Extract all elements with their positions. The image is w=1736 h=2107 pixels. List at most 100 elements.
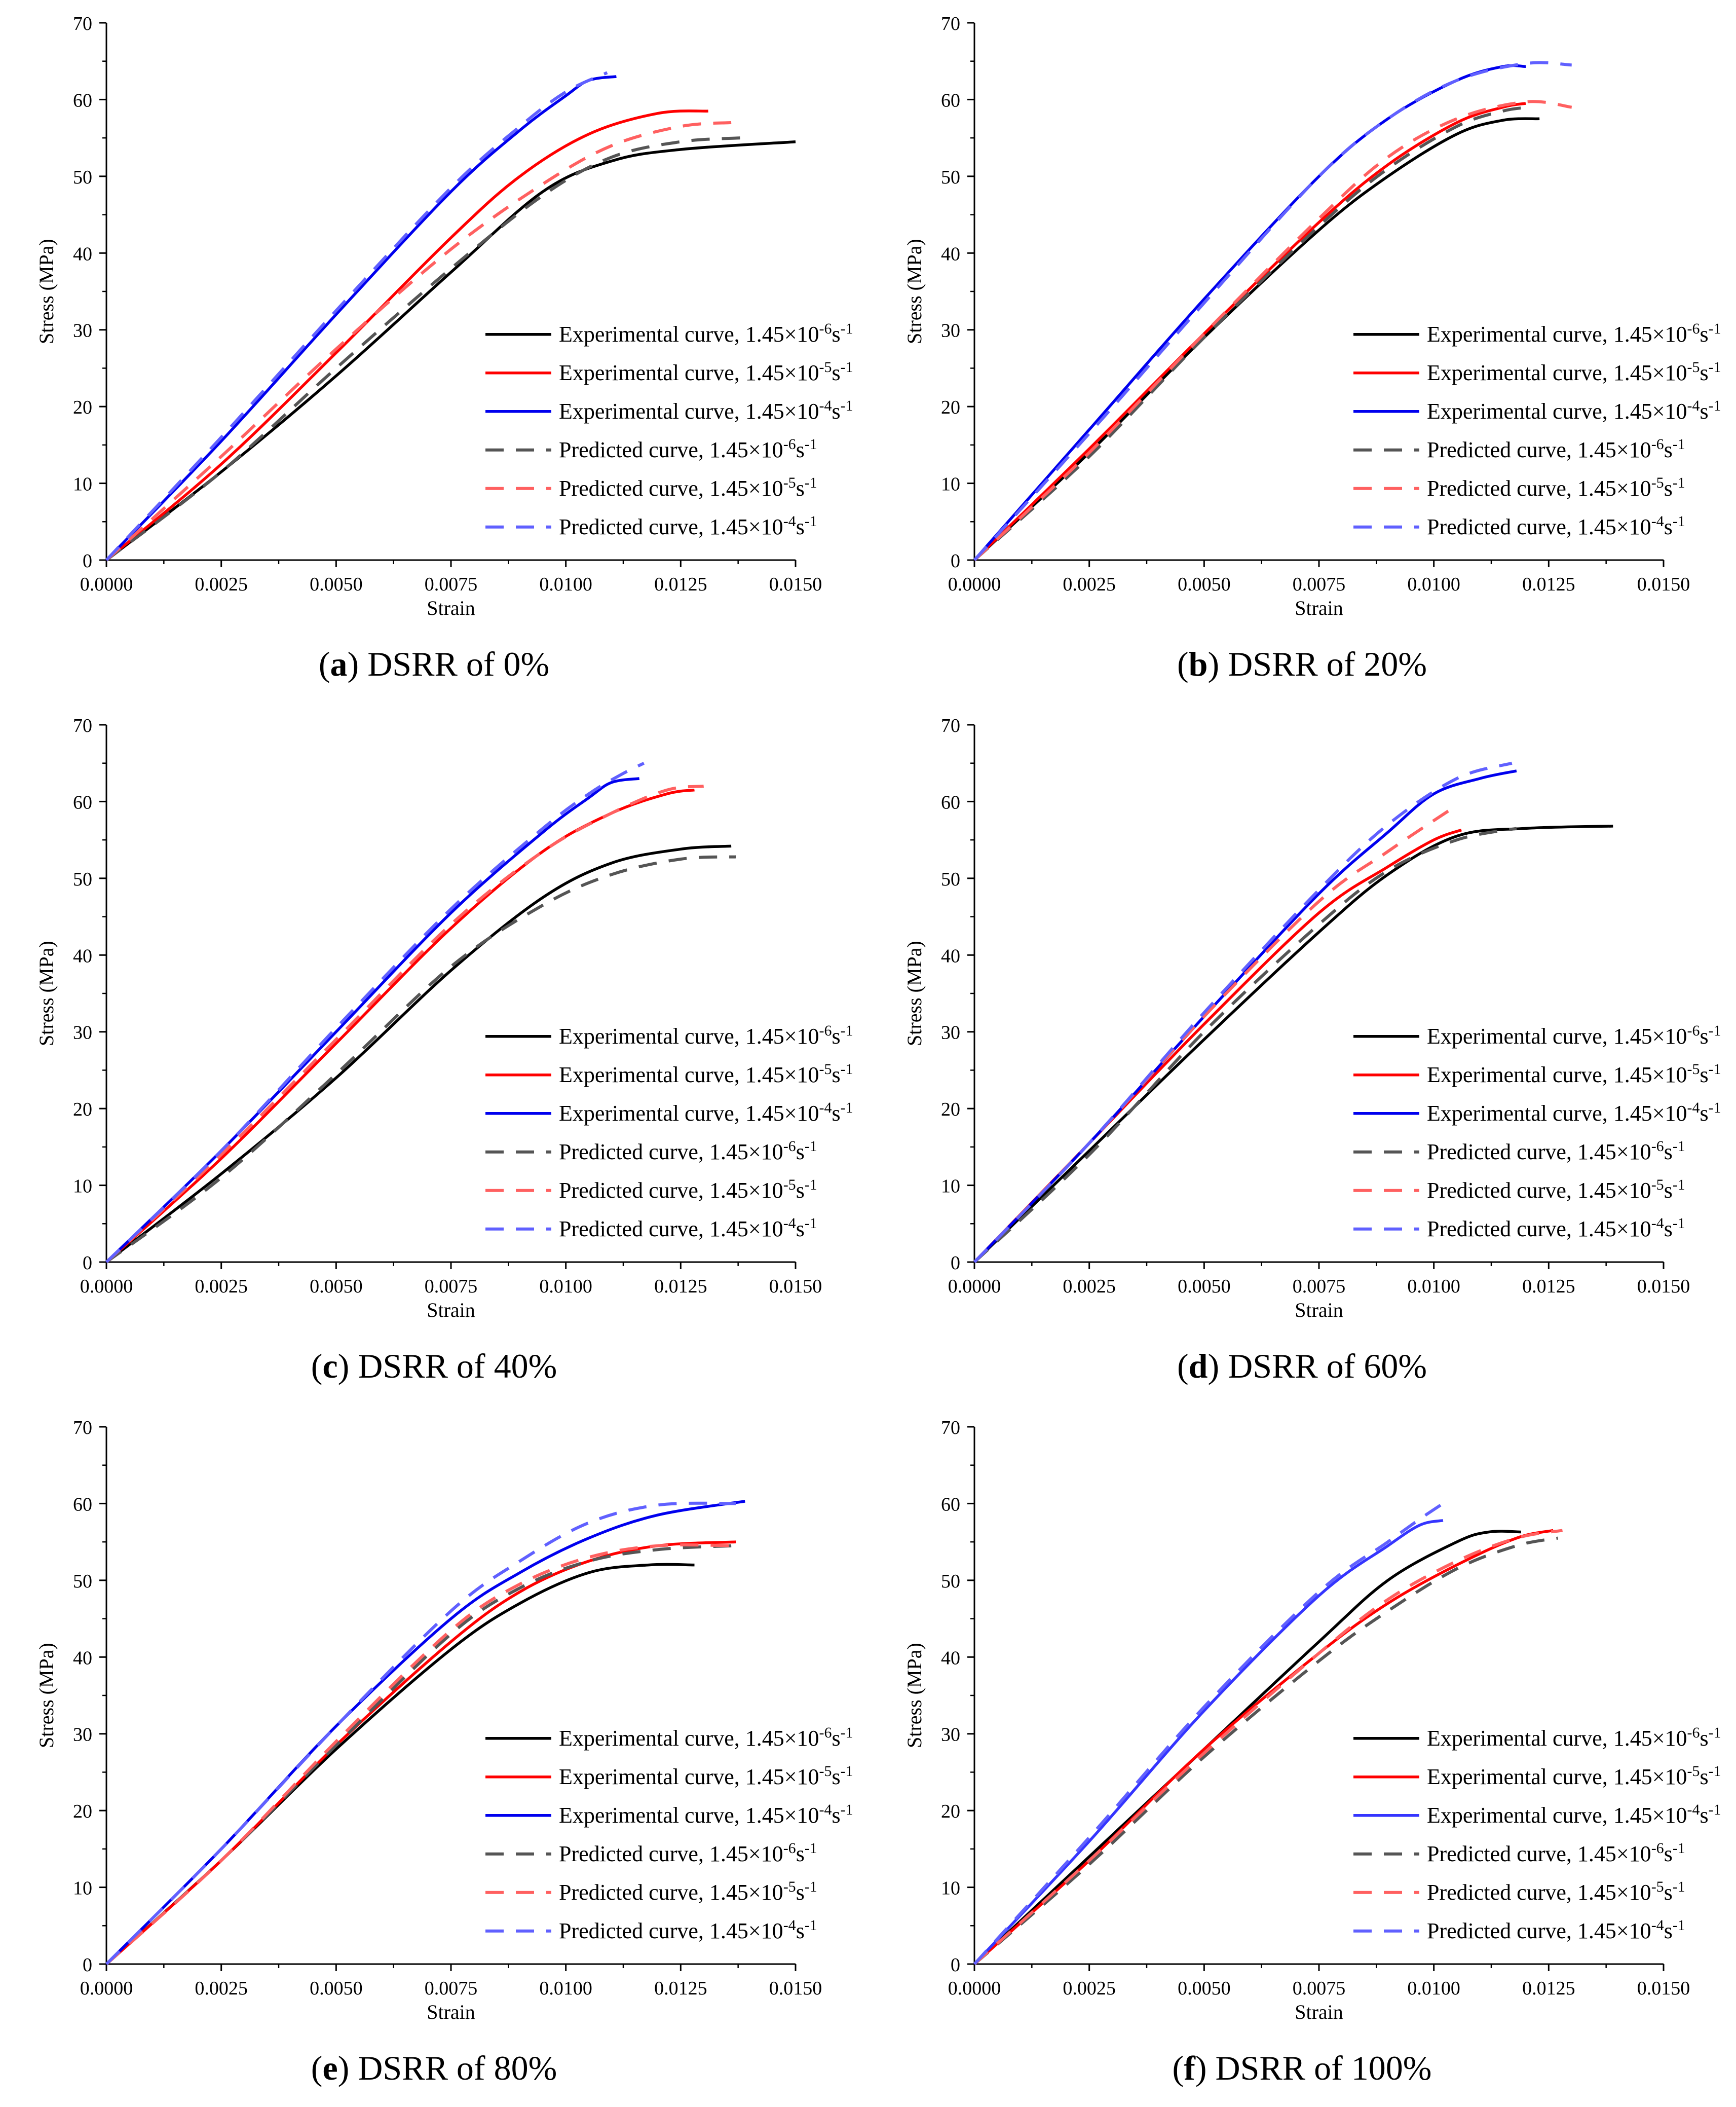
legend-entry: Predicted curve, 1.45×10-6s-1 — [559, 1839, 817, 1866]
legend-entry: Predicted curve, 1.45×10-4s-1 — [1427, 1214, 1685, 1241]
series-line-predicted-0 — [973, 1536, 1559, 1966]
x-tick-label: 0.0100 — [1407, 1276, 1460, 1297]
chart-d: 0.0000 0.0025 0.0050 0.0075 0.0100 0.0125 0.01… — [903, 715, 1721, 1321]
legend-entry: Predicted curve, 1.45×10-4s-1 — [559, 1916, 817, 1943]
caption-f: (f) DSRR of 100% — [1172, 2049, 1432, 2087]
x-tick-label: 0.0125 — [1522, 574, 1575, 595]
y-tick-label: 30 — [941, 320, 960, 342]
x-tick-label: 0.0025 — [195, 1978, 248, 1999]
legend-entry: Experimental curve, 1.45×10-5s-1 — [1427, 1762, 1721, 1789]
legend-entry: Predicted curve, 1.45×10-6s-1 — [1427, 435, 1685, 462]
panel-a: 0.0000 0.0025 0.0050 0.0075 0.0100 0.0125 0.01… — [0, 0, 868, 702]
series-line-predicted-0 — [105, 855, 736, 1264]
panel-b: 0.0000 0.0025 0.0050 0.0075 0.0100 0.0125 0.01… — [868, 0, 1736, 702]
series-line-experimental-2 — [973, 1519, 1444, 1965]
series-line-predicted-2 — [973, 1502, 1444, 1966]
y-tick-label: 50 — [73, 1571, 92, 1592]
y-tick-label: 30 — [73, 320, 92, 342]
x-tick-label: 0.0125 — [654, 1276, 707, 1297]
series-line-experimental-0 — [973, 825, 1613, 1263]
y-tick-label: 40 — [941, 945, 960, 967]
y-tick-label: 40 — [73, 243, 92, 265]
x-tick-label: 0.0025 — [1063, 1978, 1116, 1999]
legend-entry: Experimental curve, 1.45×10-5s-1 — [559, 1060, 853, 1087]
y-tick-label: 20 — [941, 1099, 960, 1120]
x-tick-label: 0.0075 — [425, 574, 478, 595]
series-line-experimental-1 — [105, 788, 695, 1264]
legend-entry: Predicted curve, 1.45×10-5s-1 — [1427, 1176, 1685, 1203]
series-line-predicted-2 — [105, 762, 645, 1264]
series-line-predicted-0 — [973, 105, 1531, 562]
series-line-predicted-2 — [105, 1501, 736, 1966]
x-axis-title: Strain — [1295, 1299, 1343, 1321]
legend-entry: Experimental curve, 1.45×10-5s-1 — [559, 358, 853, 385]
x-tick-label: 0.0100 — [1407, 574, 1460, 595]
legend-entry: Predicted curve, 1.45×10-6s-1 — [559, 435, 817, 462]
y-axis-title: Stress (MPa) — [903, 239, 926, 344]
y-axis-title: Stress (MPa) — [35, 941, 58, 1046]
series-line-predicted-1 — [105, 785, 704, 1264]
legend-entry: Predicted curve, 1.45×10-6s-1 — [1427, 1137, 1685, 1164]
y-tick-label: 50 — [73, 167, 92, 188]
x-tick-label: 0.0025 — [195, 574, 248, 595]
legend-entry: Experimental curve, 1.45×10-6s-1 — [1427, 1022, 1721, 1049]
y-tick-label: 30 — [73, 1022, 92, 1044]
x-tick-label: 0.0000 — [948, 1276, 1001, 1297]
legend-entry: Experimental curve, 1.45×10-5s-1 — [1427, 1060, 1721, 1087]
panel-e: 0.0000 0.0025 0.0050 0.0075 0.0100 0.0125 0.01… — [0, 1404, 868, 2106]
x-tick-label: 0.0025 — [195, 1276, 248, 1297]
legend-entry: Predicted curve, 1.45×10-4s-1 — [559, 1214, 817, 1241]
y-tick-label: 70 — [73, 1417, 92, 1438]
chart-c: 0.0000 0.0025 0.0050 0.0075 0.0100 0.0125 0.01… — [35, 715, 853, 1321]
legend-entry: Predicted curve, 1.45×10-4s-1 — [559, 512, 817, 539]
y-axis-title: Stress (MPa) — [35, 1643, 58, 1748]
x-tick-label: 0.0050 — [1178, 1978, 1231, 1999]
y-tick-label: 60 — [73, 90, 92, 111]
legend-entry: Experimental curve, 1.45×10-4s-1 — [559, 1801, 853, 1828]
x-tick-label: 0.0000 — [948, 574, 1001, 595]
series-line-experimental-0 — [973, 1530, 1521, 1966]
x-tick-label: 0.0100 — [539, 574, 592, 595]
x-tick-label: 0.0050 — [1178, 574, 1231, 595]
y-tick-label: 20 — [73, 1099, 92, 1120]
y-tick-label: 0 — [83, 550, 92, 572]
y-tick-label: 50 — [73, 869, 92, 890]
series-line-experimental-0 — [105, 140, 796, 562]
x-tick-label: 0.0075 — [1293, 1978, 1346, 1999]
x-tick-label: 0.0125 — [654, 574, 707, 595]
x-tick-label: 0.0000 — [80, 1978, 133, 1999]
legend-entry: Experimental curve, 1.45×10-6s-1 — [1427, 320, 1721, 347]
x-axis-title: Strain — [427, 597, 475, 619]
caption-b: (b) DSRR of 20% — [1177, 645, 1427, 683]
legend-entry: Experimental curve, 1.45×10-6s-1 — [559, 1022, 853, 1049]
series-line-experimental-0 — [105, 844, 732, 1264]
y-tick-label: 30 — [941, 1724, 960, 1746]
legend-entry: Predicted curve, 1.45×10-6s-1 — [559, 1137, 817, 1164]
y-axis-title: Stress (MPa) — [903, 1643, 926, 1748]
x-tick-label: 0.0025 — [1063, 574, 1116, 595]
y-tick-label: 60 — [941, 792, 960, 813]
panel-f: 0.0000 0.0025 0.0050 0.0075 0.0100 0.0125 0.01… — [868, 1404, 1736, 2106]
legend-entry: Predicted curve, 1.45×10-5s-1 — [559, 474, 817, 501]
y-tick-label: 20 — [941, 1801, 960, 1822]
legend-entry: Experimental curve, 1.45×10-4s-1 — [559, 397, 853, 424]
x-tick-label: 0.0050 — [310, 1276, 363, 1297]
series-line-experimental-1 — [105, 109, 708, 562]
legend-entry: Experimental curve, 1.45×10-6s-1 — [559, 1724, 853, 1751]
x-axis-title: Strain — [1295, 2001, 1343, 2023]
series-line-predicted-1 — [105, 1543, 736, 1966]
series-line-predicted-0 — [105, 136, 741, 562]
x-tick-label: 0.0075 — [425, 1276, 478, 1297]
x-tick-label: 0.0150 — [1637, 574, 1690, 595]
y-tick-label: 60 — [941, 90, 960, 111]
legend-entry: Experimental curve, 1.45×10-5s-1 — [559, 1762, 853, 1789]
legend-entry: Predicted curve, 1.45×10-5s-1 — [559, 1878, 817, 1905]
y-tick-label: 70 — [73, 13, 92, 34]
legend-entry: Predicted curve, 1.45×10-5s-1 — [1427, 474, 1685, 501]
x-tick-label: 0.0150 — [769, 1978, 822, 1999]
y-tick-label: 10 — [73, 474, 92, 495]
y-tick-label: 10 — [73, 1878, 92, 1899]
legend-entry: Experimental curve, 1.45×10-4s-1 — [1427, 1801, 1721, 1828]
x-tick-label: 0.0125 — [654, 1978, 707, 1999]
y-tick-label: 20 — [941, 397, 960, 418]
